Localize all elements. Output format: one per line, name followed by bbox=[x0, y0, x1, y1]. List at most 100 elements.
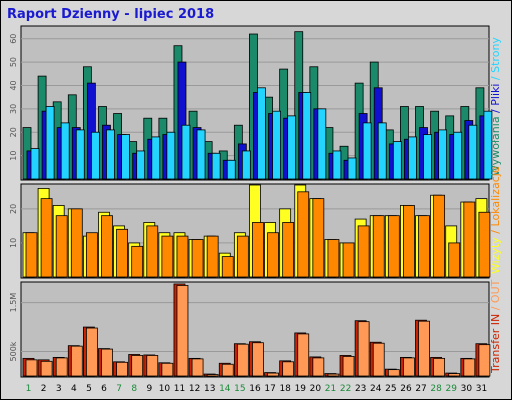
day-label-10: 10 bbox=[159, 384, 171, 394]
day-label-2: 2 bbox=[41, 384, 47, 394]
bar-kb_out-30 bbox=[463, 358, 476, 377]
bar-kb_out-16 bbox=[252, 342, 264, 377]
day-label-13: 13 bbox=[204, 384, 215, 394]
day-label-6: 6 bbox=[101, 384, 107, 394]
bar-sites-7 bbox=[116, 228, 128, 278]
bar-pages-13 bbox=[211, 152, 221, 180]
bar-pages-12 bbox=[196, 129, 206, 180]
day-label-31: 31 bbox=[476, 384, 487, 394]
tick-label: 20 bbox=[9, 204, 18, 214]
tick-label: 40 bbox=[9, 80, 18, 90]
bar-pages-28 bbox=[438, 129, 448, 180]
bar-sites-3 bbox=[55, 215, 68, 278]
bar-pages-29 bbox=[453, 131, 463, 180]
bar-pages-10 bbox=[166, 131, 176, 180]
bar-pages-8 bbox=[136, 150, 146, 180]
bar-pages-31 bbox=[483, 110, 493, 180]
bar-kb_out-10 bbox=[161, 362, 174, 377]
bar-kb_out-26 bbox=[403, 357, 415, 377]
day-label-26: 26 bbox=[400, 384, 412, 394]
day-label-17: 17 bbox=[264, 384, 275, 394]
bar-pages-19 bbox=[302, 92, 312, 180]
bar-kb_out-24 bbox=[372, 342, 385, 377]
tick-label: 500k bbox=[9, 341, 18, 361]
day-label-22: 22 bbox=[340, 384, 351, 394]
day-label-19: 19 bbox=[295, 384, 307, 394]
bar-pages-26 bbox=[408, 136, 417, 180]
panels-layer: 10 20 30 40 50 60 10 20 500k 1.5M bbox=[9, 25, 493, 378]
legend-entry: IN bbox=[489, 314, 502, 329]
bar-sites-16 bbox=[252, 222, 264, 278]
bar-kb_out-20 bbox=[312, 357, 325, 377]
legend-entry: Transfer bbox=[489, 328, 502, 374]
legend-entry: Pliki bbox=[489, 84, 502, 110]
day-label-21: 21 bbox=[325, 384, 336, 394]
bar-pages-4 bbox=[75, 129, 85, 180]
bar-kb_out-15 bbox=[236, 343, 249, 377]
bar-pages-25 bbox=[392, 141, 402, 180]
bar-sites-1 bbox=[25, 232, 38, 278]
day-label-9: 9 bbox=[146, 384, 152, 394]
day-label-14: 14 bbox=[219, 384, 231, 394]
bar-kb_out-27 bbox=[418, 320, 430, 377]
legend-entry: / bbox=[489, 306, 502, 313]
day-label-24: 24 bbox=[370, 384, 382, 394]
day-label-4: 4 bbox=[71, 384, 77, 394]
day-label-23: 23 bbox=[355, 384, 366, 394]
bar-kb_out-11 bbox=[176, 285, 189, 377]
series-kb_out bbox=[25, 285, 491, 377]
legend-middle: Wizyty / Lokalizacje bbox=[489, 166, 502, 274]
bar-pages-14 bbox=[226, 159, 236, 180]
bar-sites-28 bbox=[433, 194, 446, 278]
day-label-25: 25 bbox=[385, 384, 396, 394]
bar-kb_out-17 bbox=[267, 372, 279, 377]
panel-top: 10 20 30 40 50 60 bbox=[9, 25, 493, 181]
bar-sites-9 bbox=[146, 225, 159, 278]
bar-pages-22 bbox=[347, 157, 357, 180]
bar-sites-14 bbox=[221, 256, 234, 278]
bar-pages-2 bbox=[45, 106, 55, 180]
bar-sites-24 bbox=[372, 215, 385, 278]
bar-kb_out-7 bbox=[116, 361, 128, 377]
bar-sites-8 bbox=[131, 245, 144, 278]
bar-sites-2 bbox=[40, 198, 53, 278]
bar-pages-9 bbox=[151, 136, 161, 180]
bar-sites-5 bbox=[85, 232, 98, 278]
panel-middle: 10 20 bbox=[9, 183, 491, 279]
tick-label: 1.5M bbox=[9, 293, 18, 313]
bar-pages-1 bbox=[30, 148, 40, 180]
day-label-15: 15 bbox=[234, 384, 245, 394]
day-label-12: 12 bbox=[189, 384, 200, 394]
bar-sites-10 bbox=[161, 235, 174, 278]
bar-sites-18 bbox=[282, 222, 295, 278]
day-label-8: 8 bbox=[131, 384, 137, 394]
bar-kb_out-14 bbox=[221, 363, 234, 377]
tick-label: 60 bbox=[9, 34, 18, 44]
bar-sites-25 bbox=[387, 215, 400, 278]
day-label-28: 28 bbox=[430, 384, 442, 394]
day-label-5: 5 bbox=[86, 384, 92, 394]
bar-kb_out-3 bbox=[55, 357, 68, 377]
bar-sites-23 bbox=[357, 225, 370, 278]
bar-kb_out-18 bbox=[282, 361, 295, 377]
bar-pages-5 bbox=[90, 131, 100, 180]
bar-sites-26 bbox=[403, 205, 415, 278]
bar-pages-3 bbox=[60, 122, 70, 180]
bar-sites-4 bbox=[70, 208, 83, 278]
legend-entry: / bbox=[489, 76, 502, 83]
bar-kb_out-23 bbox=[357, 321, 370, 377]
bar-sites-29 bbox=[448, 242, 461, 278]
bar-kb_out-22 bbox=[342, 356, 355, 377]
day-label-1: 1 bbox=[26, 384, 32, 394]
bar-kb_out-4 bbox=[70, 345, 83, 377]
day-label-29: 29 bbox=[446, 384, 458, 394]
bar-pages-18 bbox=[287, 115, 297, 180]
bar-sites-31 bbox=[478, 211, 491, 278]
bar-pages-11 bbox=[181, 124, 191, 180]
bar-sites-13 bbox=[206, 235, 219, 278]
tick-label: 30 bbox=[9, 104, 18, 114]
day-label-16: 16 bbox=[249, 384, 261, 394]
bar-sites-6 bbox=[101, 215, 113, 278]
bar-kb_out-8 bbox=[131, 355, 144, 377]
